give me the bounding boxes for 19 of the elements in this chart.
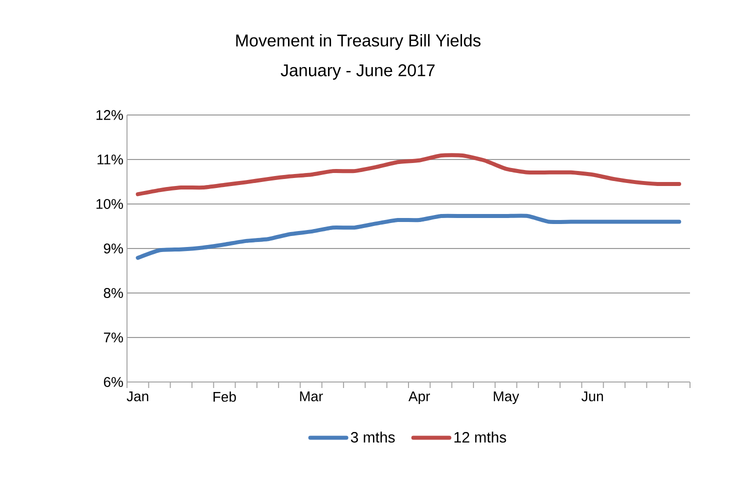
x-tick-label: May: [494, 392, 520, 404]
x-tick-label: Mar: [300, 392, 323, 402]
y-tick-label: 9%: [104, 244, 123, 254]
x-tick-label: Jan: [126, 392, 148, 402]
line-series: [136, 214, 682, 260]
x-tick-label: Apr: [408, 392, 430, 404]
y-tick-label: 7%: [104, 332, 123, 342]
y-tick-label: 10%: [96, 199, 123, 209]
line-series: [136, 153, 682, 196]
y-tick-label: 6%: [104, 377, 123, 387]
legend-label: 12 mths: [454, 432, 506, 443]
x-tick-label: Jun: [581, 392, 603, 402]
y-tick-label: 12%: [96, 110, 123, 120]
chart-subtitle: January - June 2017: [280, 64, 435, 80]
legend-label: 3 mths: [350, 432, 395, 443]
chart-title: Movement in Treasury Bill Yields: [236, 34, 480, 50]
x-tick-label: Feb: [214, 392, 236, 402]
y-tick-label: 8%: [104, 288, 123, 298]
y-tick-label: 11%: [98, 154, 123, 164]
